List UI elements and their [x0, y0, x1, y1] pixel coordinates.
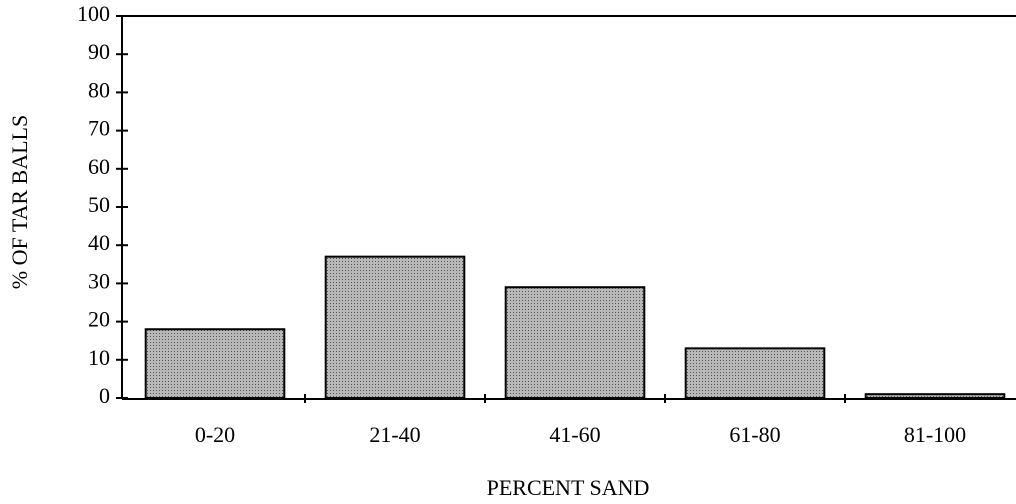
- y-tick-label: 30: [88, 268, 110, 293]
- bar: [324, 255, 466, 399]
- y-tick-label: 40: [88, 230, 110, 255]
- y-tick-label: 10: [88, 345, 110, 370]
- y-tick-label: 80: [88, 77, 110, 102]
- y-tick-label: 70: [88, 116, 110, 141]
- x-tick-label: 41-60: [549, 422, 600, 447]
- bar: [684, 347, 826, 399]
- bar: [504, 286, 646, 399]
- y-tick-label: 0: [99, 383, 110, 408]
- bar: [144, 328, 286, 399]
- x-tick-label: 21-40: [369, 422, 420, 447]
- y-tick-label: 90: [88, 39, 110, 64]
- x-tick-label: 61-80: [729, 422, 780, 447]
- x-tick-label: 0-20: [195, 422, 235, 447]
- bar: [864, 393, 1006, 399]
- y-tick-label: 60: [88, 154, 110, 179]
- y-tick-label: 50: [88, 192, 110, 217]
- y-tick-label: 20: [88, 307, 110, 332]
- x-tick-label: 81-100: [904, 422, 966, 447]
- y-axis-label: % OF TAR BALLS: [7, 115, 32, 289]
- x-axis-label: PERCENT SAND: [487, 475, 650, 500]
- y-tick-label: 100: [77, 1, 110, 26]
